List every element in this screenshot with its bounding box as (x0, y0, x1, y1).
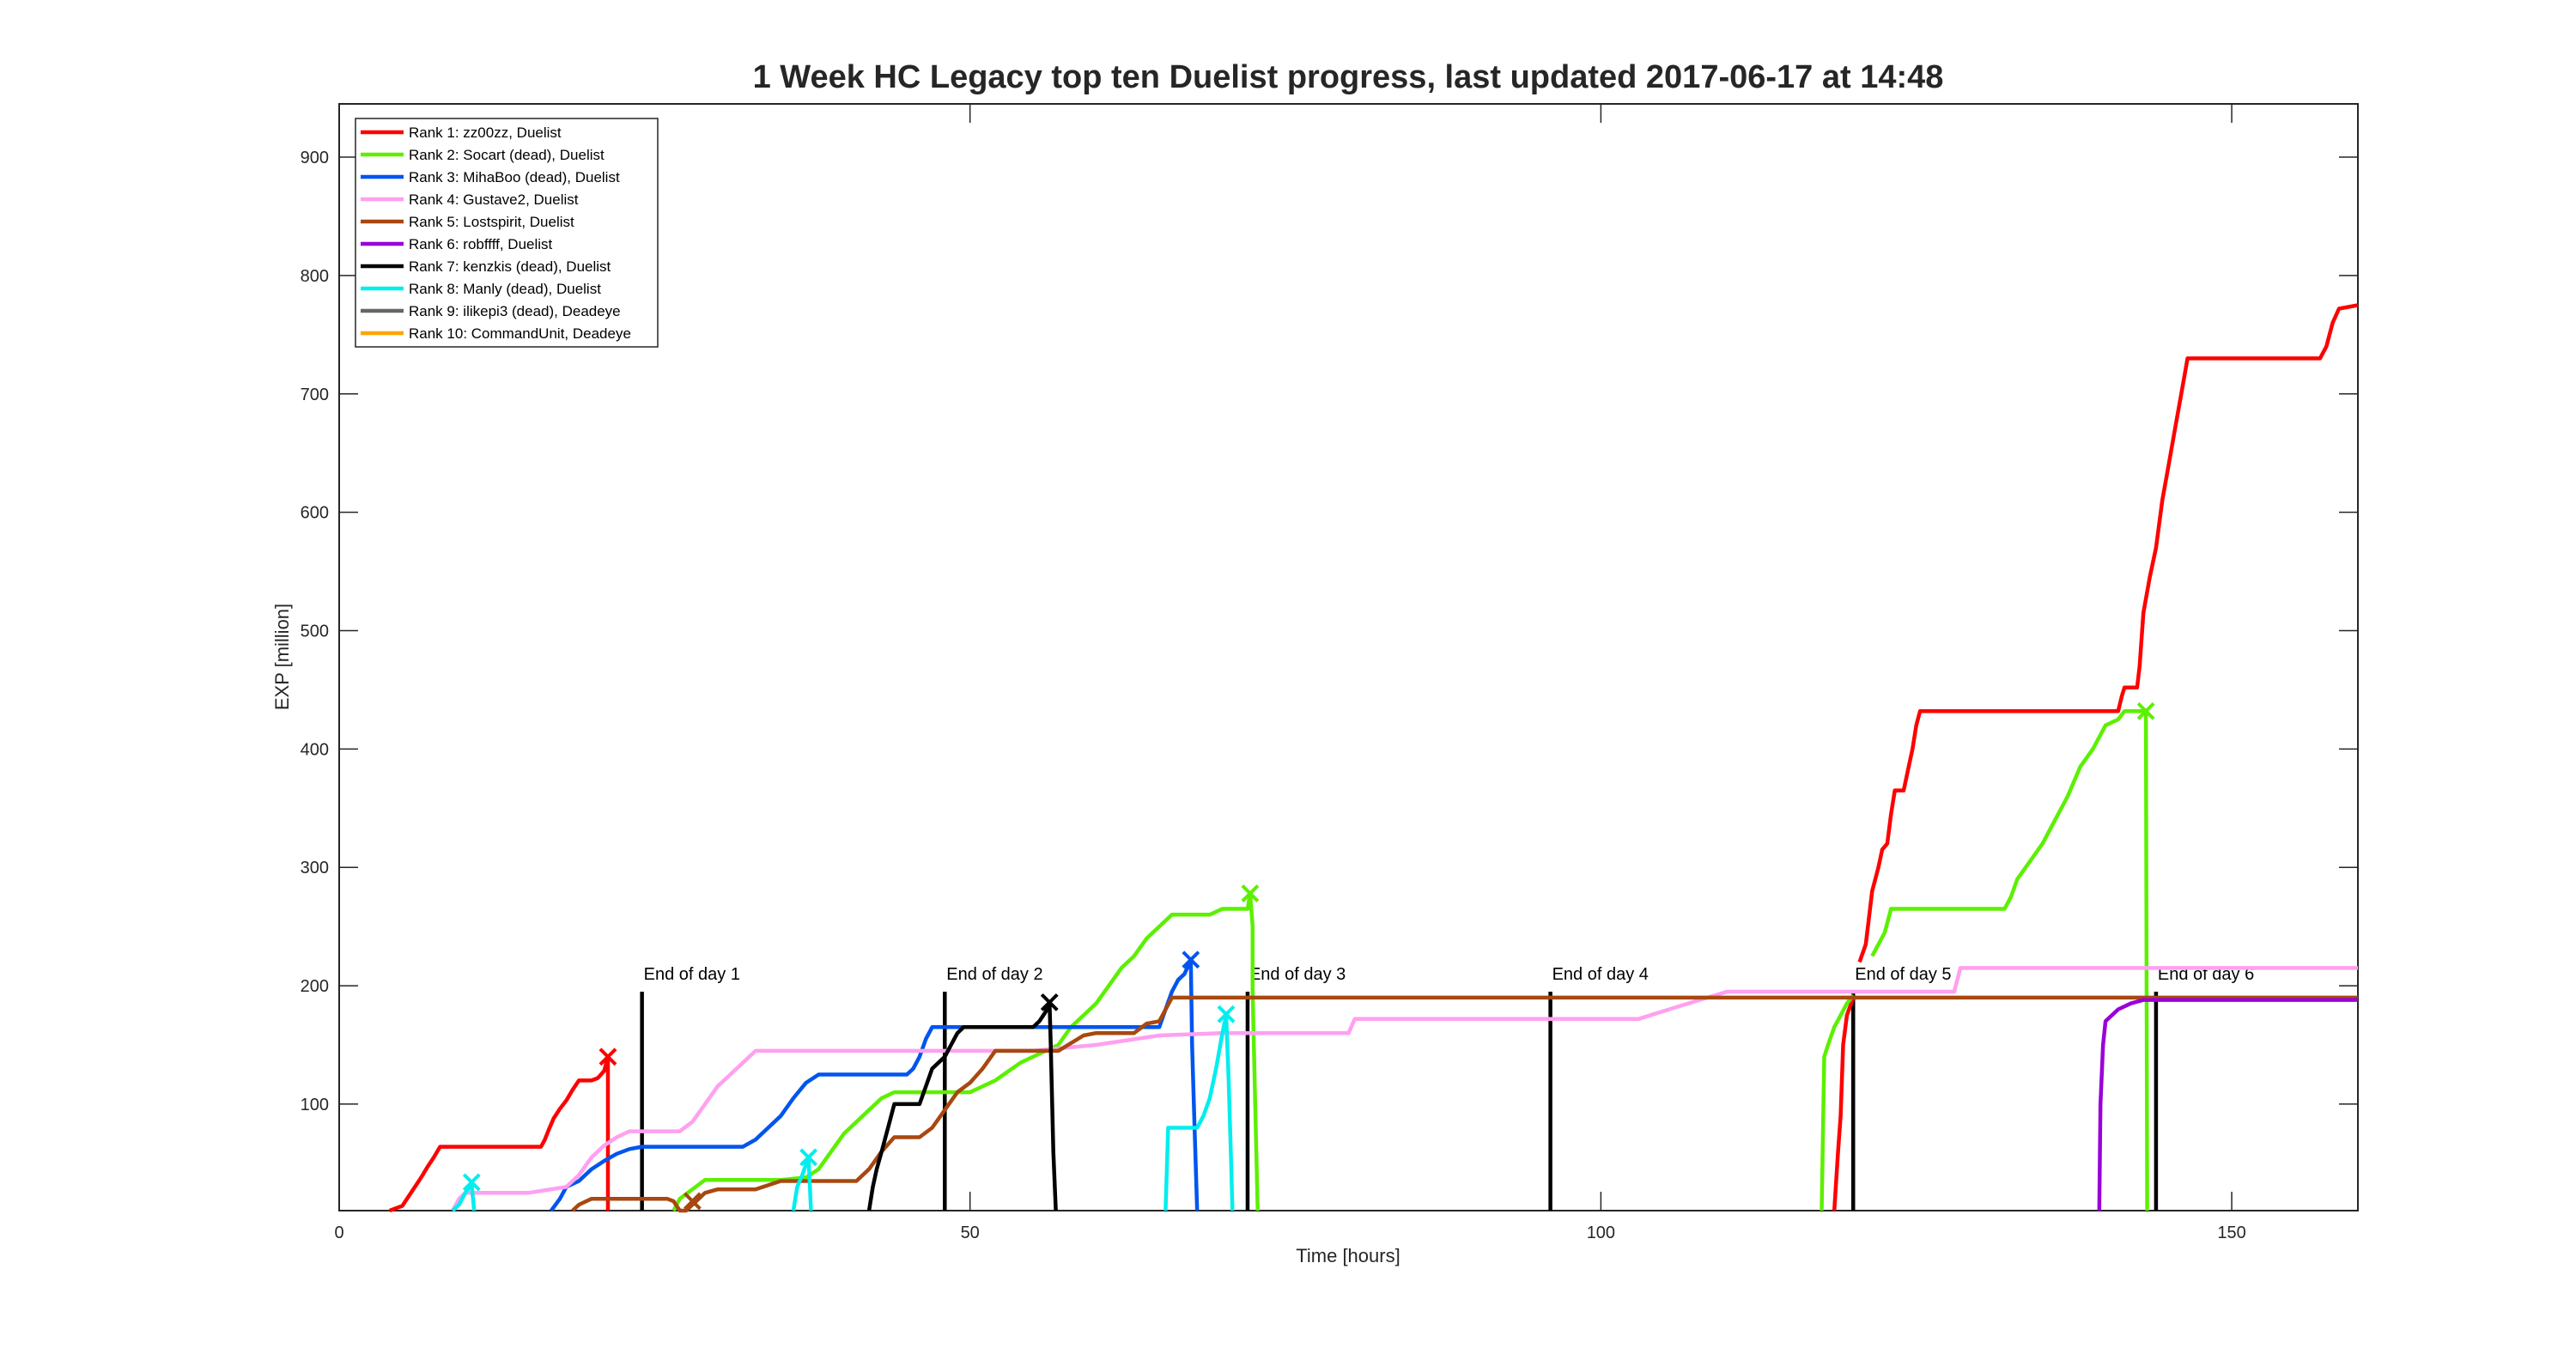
series-8-line (451, 1182, 477, 1212)
day-marker-label: End of day 3 (1249, 965, 1346, 984)
death-marker (2136, 701, 2155, 720)
y-tick-label: 600 (301, 504, 329, 523)
day-marker-label: End of day 5 (1855, 965, 1951, 984)
chart-title: 1 Week HC Legacy top ten Duelist progres… (753, 59, 1944, 95)
y-tick-label: 400 (301, 740, 329, 759)
series-3-line (550, 957, 1200, 1212)
series-6-line (2097, 998, 2358, 1211)
x-axis: 0 50 100 150 (334, 104, 2246, 1242)
x-tick-label: 0 (334, 1224, 343, 1242)
day-marker-label: End of day 4 (1552, 965, 1649, 984)
legend-entry: Rank 1: zz00zz, Duelist (409, 124, 562, 141)
y-tick-label: 200 (301, 977, 329, 996)
series-2-line (1870, 708, 2149, 1211)
x-tick-label: 50 (961, 1224, 980, 1242)
x-axis-label: Time [hours] (1296, 1245, 1400, 1266)
x-tick-label: 100 (1587, 1224, 1615, 1242)
y-tick-label: 300 (301, 859, 329, 877)
day-marker-label: End of day 2 (946, 965, 1042, 984)
y-tick-label: 100 (301, 1096, 329, 1114)
series-5-line (571, 995, 2358, 1213)
legend-box (355, 118, 659, 348)
legend-entry: Rank 9: ilikepi3 (dead), Deadeye (409, 303, 621, 319)
death-marker (683, 1192, 702, 1211)
y-tick-label: 900 (301, 149, 329, 167)
legend-entry: Rank 7: kenzkis (dead), Duelist (409, 258, 611, 275)
series-1-line (1857, 303, 2359, 963)
axes-box (338, 103, 2359, 1211)
series-lines (388, 303, 2359, 1213)
death-markers (462, 701, 2155, 1211)
death-marker (1217, 1005, 1236, 1023)
series-1-line (388, 1054, 611, 1213)
death-marker (598, 1047, 617, 1066)
legend-entry: Rank 6: robffff, Duelist (409, 236, 553, 252)
legend-entry: Rank 5: Lostspirit, Duelist (409, 214, 574, 230)
legend-entry: Rank 2: Socart (dead), Duelist (409, 147, 605, 163)
series-4-line (451, 966, 2358, 1212)
series-8-line (1163, 1013, 1235, 1211)
legend-entry: Rank 10: CommandUnit, Deadeye (409, 325, 631, 342)
y-tick-label: 700 (301, 386, 329, 404)
death-marker (1040, 993, 1059, 1011)
legend-entry: Rank 4: Gustave2, Duelist (409, 191, 579, 208)
death-marker (1241, 884, 1260, 902)
death-marker (462, 1173, 481, 1192)
series-2-line (671, 891, 1260, 1212)
day-marker-label: End of day 1 (644, 965, 740, 984)
plot-area: 0 50 100 150 100 200 300 400 500 600 700 800 900 En… (301, 103, 2359, 1242)
legend-entry: Rank 8: Manly (dead), Duelist (409, 281, 601, 297)
legend: Rank 1: zz00zz, Duelist Rank 2: Socart (d… (355, 118, 659, 348)
death-marker (799, 1148, 818, 1167)
y-tick-label: 500 (301, 622, 329, 641)
y-axis: 100 200 300 400 500 600 700 800 900 (301, 149, 2358, 1114)
series-8-line (791, 1155, 813, 1211)
y-tick-label: 800 (301, 267, 329, 286)
series-2-line (1820, 993, 1856, 1211)
series-1-line (1832, 997, 1856, 1211)
day-markers: End of day 1 End of day 2 End of day 3 End … (640, 965, 2254, 1211)
legend-entry: Rank 3: MihaBoo (dead), Duelist (409, 169, 620, 185)
death-marker (1182, 950, 1200, 969)
x-tick-label: 150 (2217, 1224, 2245, 1242)
series-7-line (866, 1000, 1058, 1211)
y-axis-label: EXP [million] (271, 604, 293, 710)
